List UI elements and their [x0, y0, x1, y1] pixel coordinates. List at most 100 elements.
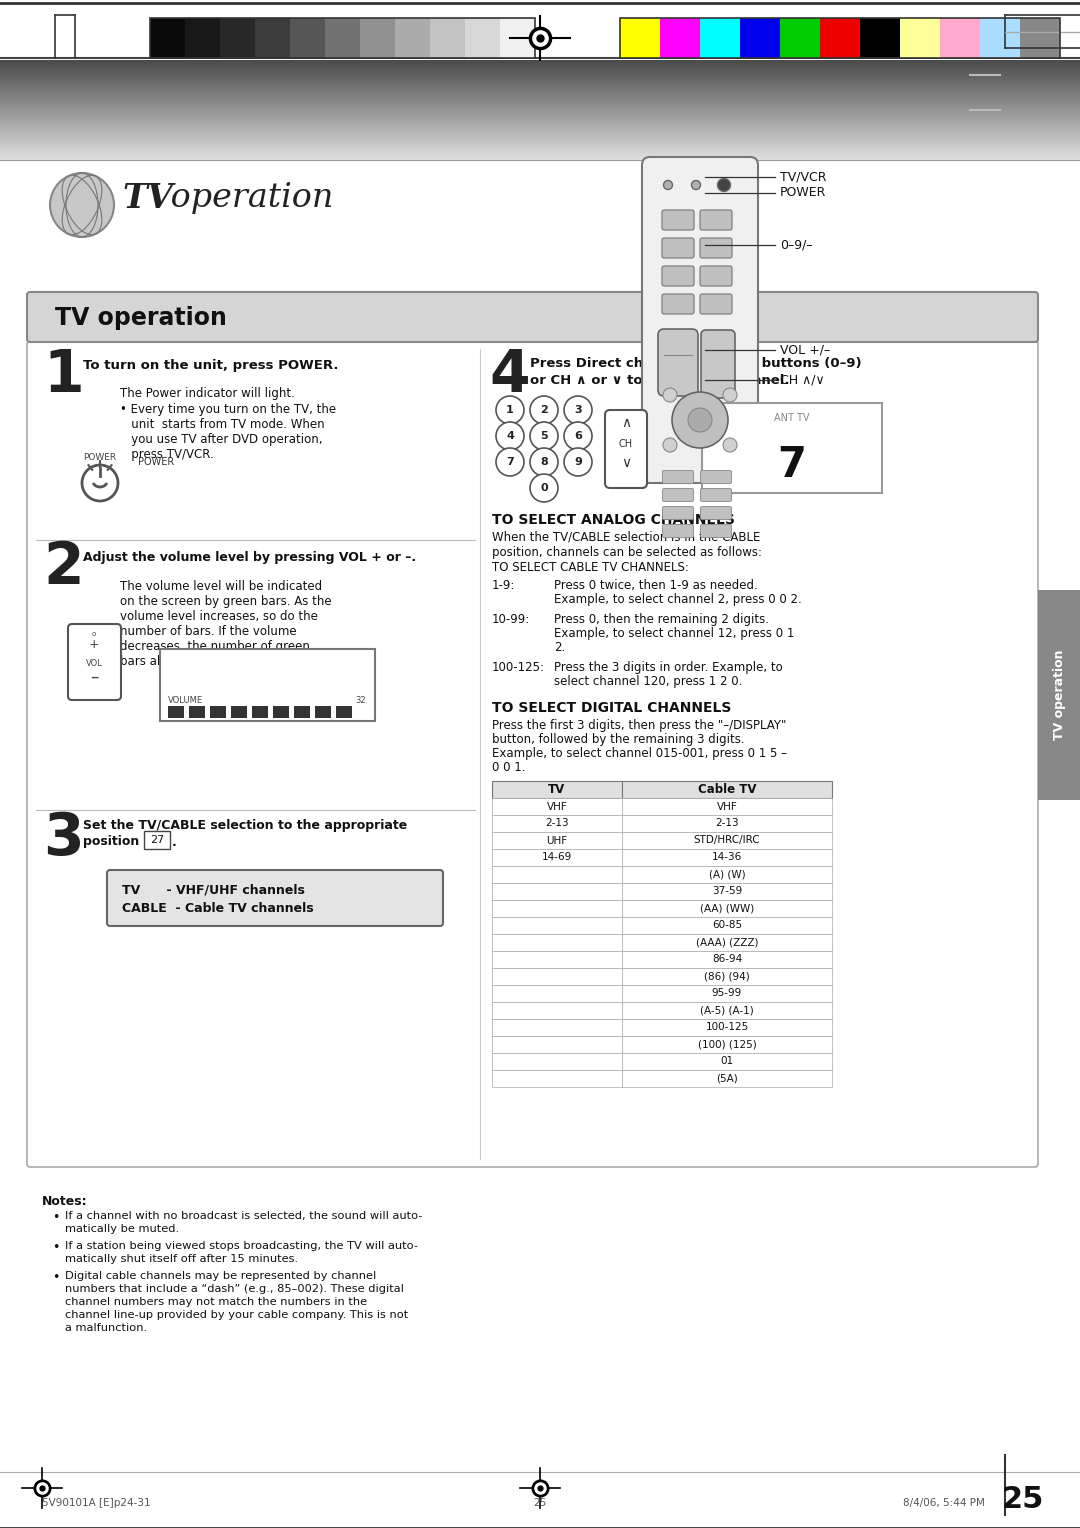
Bar	[900, 18, 940, 58]
Bar	[622, 969, 832, 986]
Bar	[500, 18, 535, 58]
FancyBboxPatch shape	[144, 831, 170, 850]
Text: STD/HRC/IRC: STD/HRC/IRC	[693, 836, 760, 845]
Text: To turn on the unit, press POWER.: To turn on the unit, press POWER.	[83, 359, 338, 371]
Text: POWER: POWER	[83, 452, 117, 461]
Text: TV/VCR: TV/VCR	[780, 171, 826, 183]
Text: unit  starts from TV mode. When: unit starts from TV mode. When	[120, 419, 325, 431]
Circle shape	[530, 448, 558, 477]
Text: When the TV/CABLE selection is in the CABLE: When the TV/CABLE selection is in the CA…	[492, 532, 760, 544]
Bar	[622, 934, 832, 950]
FancyBboxPatch shape	[662, 471, 693, 483]
Text: 25: 25	[534, 1497, 546, 1508]
Bar	[395, 18, 430, 58]
Text: Press 0, then the remaining 2 digits.: Press 0, then the remaining 2 digits.	[554, 613, 769, 626]
Bar	[622, 1002, 832, 1019]
Text: button, followed by the remaining 3 digits.: button, followed by the remaining 3 digi…	[492, 733, 744, 746]
Bar	[622, 866, 832, 883]
Text: 100-125: 100-125	[705, 1022, 748, 1033]
Bar	[620, 18, 1059, 58]
Text: 1-9:: 1-9:	[492, 579, 515, 591]
Bar	[622, 833, 832, 850]
Text: +: +	[89, 639, 99, 651]
Bar	[492, 986, 622, 1002]
Text: TO SELECT CABLE TV CHANNELS:: TO SELECT CABLE TV CHANNELS:	[492, 561, 689, 575]
Text: position, channels can be selected as follows:: position, channels can be selected as fo…	[492, 545, 762, 559]
Bar	[430, 18, 465, 58]
FancyBboxPatch shape	[701, 489, 731, 501]
Bar	[492, 917, 622, 934]
FancyBboxPatch shape	[662, 293, 694, 313]
Bar	[160, 649, 375, 721]
Text: 95-99: 95-99	[712, 989, 742, 998]
Bar	[492, 866, 622, 883]
FancyBboxPatch shape	[700, 293, 732, 313]
Bar	[492, 900, 622, 917]
Bar	[492, 781, 622, 798]
Text: 1: 1	[507, 405, 514, 416]
Text: Press Direct channel selection buttons (0–9): Press Direct channel selection buttons (…	[530, 356, 862, 370]
Bar	[622, 950, 832, 969]
FancyBboxPatch shape	[701, 506, 731, 520]
Text: 2-13: 2-13	[545, 819, 569, 828]
Bar	[492, 1070, 622, 1086]
Bar	[294, 706, 310, 718]
Bar	[622, 1053, 832, 1070]
Bar	[492, 934, 622, 950]
Bar	[220, 18, 255, 58]
Text: The Power indicator will light.: The Power indicator will light.	[120, 387, 295, 400]
Bar	[0, 0, 1080, 60]
Text: 10-99:: 10-99:	[492, 613, 530, 626]
Circle shape	[723, 388, 737, 402]
Text: you use TV after DVD operation,: you use TV after DVD operation,	[120, 432, 323, 446]
Bar	[622, 814, 832, 833]
Text: channel line-up provided by your cable company. This is not: channel line-up provided by your cable c…	[65, 1309, 408, 1320]
Bar	[291, 18, 325, 58]
Text: decreases, the number of green: decreases, the number of green	[120, 640, 310, 652]
Bar	[622, 1036, 832, 1053]
Circle shape	[496, 422, 524, 451]
Text: 0: 0	[540, 483, 548, 494]
Text: 0–9/–: 0–9/–	[780, 238, 812, 252]
Text: 0 0 1.: 0 0 1.	[492, 761, 526, 775]
Text: Press the 3 digits in order. Example, to: Press the 3 digits in order. Example, to	[554, 662, 783, 674]
Text: (AA) (WW): (AA) (WW)	[700, 903, 754, 914]
Circle shape	[564, 422, 592, 451]
Text: 7: 7	[778, 445, 807, 486]
Circle shape	[663, 388, 677, 402]
Text: VOLUME: VOLUME	[168, 695, 203, 704]
Text: •: •	[52, 1241, 59, 1254]
FancyBboxPatch shape	[700, 266, 732, 286]
Text: Set the TV/CABLE selection to the appropriate: Set the TV/CABLE selection to the approp…	[83, 819, 407, 833]
Text: If a station being viewed stops broadcasting, the TV will auto-: If a station being viewed stops broadcas…	[65, 1241, 418, 1251]
Text: on the screen by green bars. As the: on the screen by green bars. As the	[120, 594, 332, 608]
Bar	[492, 814, 622, 833]
Bar	[492, 833, 622, 850]
Text: (86) (94): (86) (94)	[704, 972, 750, 981]
Text: 6: 6	[575, 431, 582, 442]
Text: CABLE  - Cable TV channels: CABLE - Cable TV channels	[122, 902, 313, 914]
FancyBboxPatch shape	[701, 524, 731, 538]
Circle shape	[564, 448, 592, 477]
Bar	[150, 18, 535, 58]
Text: Press 0 twice, then 1-9 as needed.: Press 0 twice, then 1-9 as needed.	[554, 579, 758, 591]
Bar	[860, 18, 900, 58]
Bar	[622, 850, 832, 866]
Text: Notes:: Notes:	[42, 1195, 87, 1209]
Bar	[325, 18, 360, 58]
Text: •: •	[52, 1271, 59, 1284]
Circle shape	[530, 396, 558, 423]
Text: •: •	[52, 1212, 59, 1224]
Text: VHF: VHF	[546, 802, 567, 811]
Text: a malfunction.: a malfunction.	[65, 1323, 147, 1332]
Bar	[150, 18, 185, 58]
Text: 27: 27	[150, 834, 164, 845]
Text: (100) (125): (100) (125)	[698, 1039, 756, 1050]
Bar	[940, 18, 980, 58]
FancyBboxPatch shape	[701, 471, 731, 483]
Bar	[492, 969, 622, 986]
Text: 4: 4	[489, 347, 529, 403]
Text: POWER: POWER	[780, 186, 826, 200]
FancyBboxPatch shape	[700, 238, 732, 258]
Bar	[210, 706, 226, 718]
